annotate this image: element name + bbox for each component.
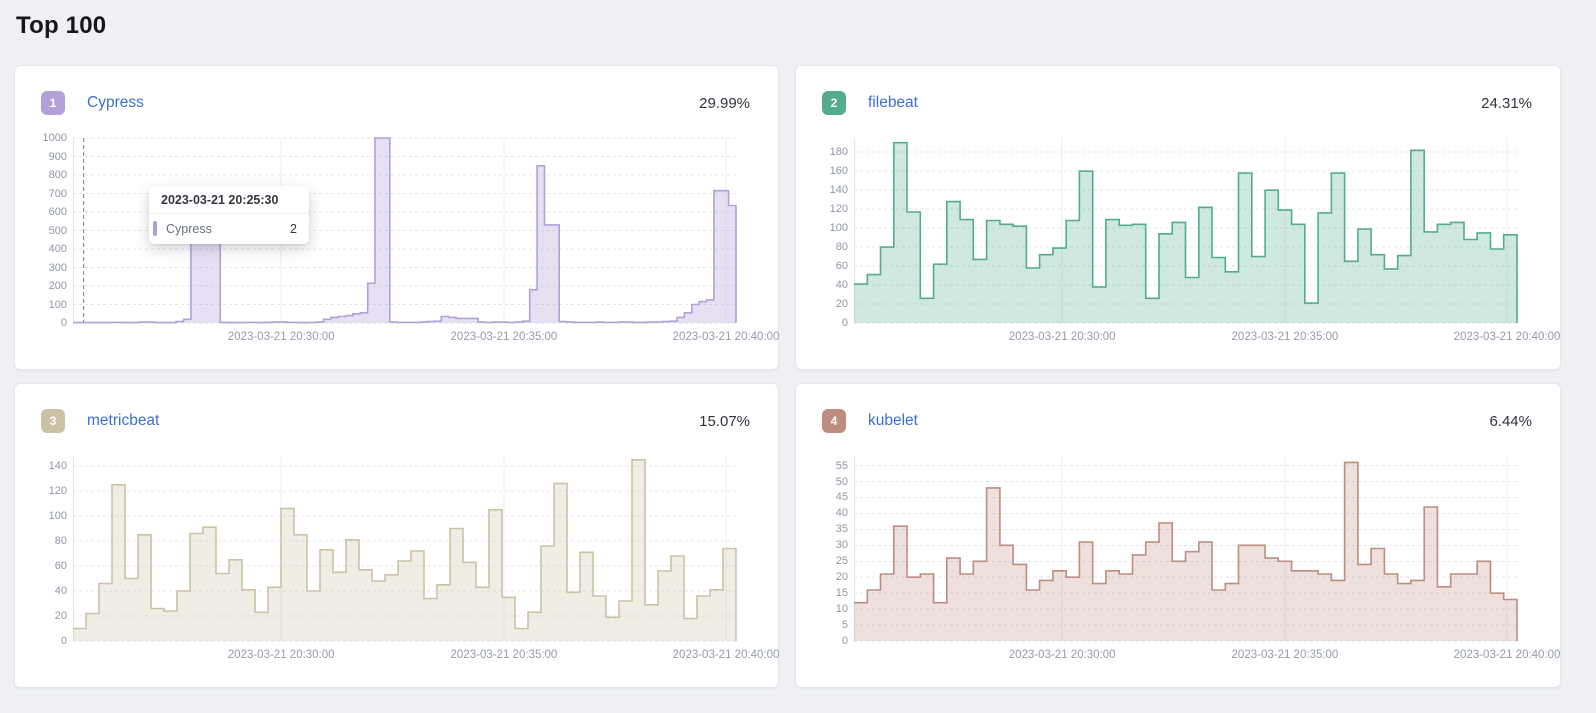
y-tick-label: 400	[48, 243, 67, 255]
y-tick-label: 35	[835, 523, 848, 536]
x-tick-label: 2023-03-21 20:35:00	[1231, 649, 1339, 661]
x-tick-label: 2023-03-21 20:40:00	[1453, 649, 1561, 661]
y-tick-label: 0	[841, 317, 848, 329]
x-tick-label: 2023-03-21 20:35:00	[450, 649, 558, 661]
percentage-value: 15.07%	[699, 412, 750, 430]
y-tick-label: 80	[54, 535, 67, 547]
tooltip-row: Cypress 2	[149, 214, 309, 244]
y-tick-label: 120	[48, 485, 67, 497]
page-title: Top 100	[16, 12, 107, 39]
y-tick-label: 10	[835, 603, 848, 616]
y-tick-label: 40	[835, 279, 848, 292]
series-link[interactable]: filebeat	[868, 94, 918, 111]
x-tick-label: 2023-03-21 20:40:00	[672, 649, 780, 661]
y-tick-label: 20	[54, 610, 67, 622]
rank-badge: 4	[822, 409, 846, 433]
chart-canvas[interactable]	[854, 456, 1518, 642]
series-link[interactable]: kubelet	[868, 412, 918, 429]
y-tick-label: 800	[48, 169, 67, 181]
percentage-value: 29.99%	[699, 94, 750, 112]
y-tick-label: 300	[48, 261, 67, 274]
y-tick-label: 20	[835, 571, 848, 584]
percentage-value: 24.31%	[1481, 94, 1532, 112]
y-tick-label: 20	[835, 298, 848, 311]
y-tick-label: 140	[48, 460, 67, 472]
chart-area[interactable]: 0 20 40 60 80 100 120 140 160 180 2023-03-21 20:3…	[796, 138, 1561, 350]
y-tick-label: 50	[835, 475, 848, 488]
y-tick-label: 80	[835, 241, 848, 254]
chart-card-metricbeat: 3 metricbeat 15.07% 0 20 40 60 80 100 120 140 2…	[14, 383, 779, 688]
y-tick-label: 0	[60, 317, 67, 329]
tooltip-divider	[149, 213, 309, 214]
y-axis: 0 100 200 300 400 500 600 700 800 900 1000	[15, 132, 73, 329]
y-axis: 0 20 40 60 80 100 120 140	[15, 456, 73, 647]
card-header: 3 metricbeat 15.07%	[15, 384, 778, 433]
y-tick-label: 700	[48, 187, 67, 200]
chart-card-cypress: 1 Cypress 29.99% 0 100 200 300 400 500 600 700 8…	[14, 65, 779, 370]
y-tick-label: 60	[835, 260, 848, 273]
chart-area[interactable]: 0 20 40 60 80 100 120 140 2023-03-21 20:30:00 20…	[15, 456, 780, 668]
y-tick-label: 100	[48, 510, 67, 522]
y-tick-label: 25	[835, 555, 848, 568]
x-axis: 2023-03-21 20:30:00 2023-03-21 20:35:00 20…	[73, 649, 780, 665]
y-tick-label: 500	[48, 224, 67, 237]
y-tick-label: 100	[48, 298, 67, 311]
y-tick-label: 40	[54, 585, 67, 597]
y-tick-label: 600	[48, 206, 67, 218]
chart-card-kubelet: 4 kubelet 6.44% 0 5 10 15 20 25 30 35 40 45 50 55 2…	[795, 383, 1561, 688]
x-tick-label: 2023-03-21 20:35:00	[450, 331, 558, 343]
x-tick-label: 2023-03-21 20:35:00	[1231, 331, 1339, 343]
series-link[interactable]: metricbeat	[87, 412, 160, 429]
y-tick-label: 60	[54, 560, 67, 572]
tooltip: 2023-03-21 20:25:30 Cypress 2	[149, 186, 309, 244]
series-link[interactable]: Cypress	[87, 94, 144, 111]
x-tick-label: 2023-03-21 20:30:00	[227, 649, 335, 661]
x-tick-label: 2023-03-21 20:40:00	[1453, 331, 1561, 343]
tooltip-timestamp: 2023-03-21 20:25:30	[161, 193, 279, 207]
chart-area[interactable]: 0 100 200 300 400 500 600 700 800 900 1000 2023-03…	[15, 132, 780, 350]
y-tick-label: 0	[60, 635, 67, 647]
x-axis: 2023-03-21 20:30:00 2023-03-21 20:35:00 20…	[854, 331, 1561, 347]
y-axis: 0 5 10 15 20 25 30 35 40 45 50 55	[796, 456, 854, 647]
tooltip-series-name: Cypress	[166, 221, 212, 236]
rank-badge: 3	[41, 409, 65, 433]
x-tick-label: 2023-03-21 20:30:00	[1008, 331, 1116, 343]
percentage-value: 6.44%	[1489, 412, 1532, 430]
card-header: 2 filebeat 24.31%	[796, 66, 1560, 115]
y-tick-label: 900	[48, 150, 67, 163]
chart-canvas[interactable]	[73, 456, 737, 642]
card-header: 1 Cypress 29.99%	[15, 66, 778, 115]
chart-canvas[interactable]	[854, 138, 1518, 324]
y-tick-label: 5	[841, 619, 848, 632]
x-tick-label: 2023-03-21 20:30:00	[227, 331, 335, 343]
cards-grid: 1 Cypress 29.99% 0 100 200 300 400 500 600 700 8…	[14, 65, 1561, 688]
x-axis: 2023-03-21 20:30:00 2023-03-21 20:35:00 20…	[854, 649, 1561, 665]
y-tick-label: 160	[829, 165, 848, 178]
y-tick-label: 180	[829, 146, 848, 159]
y-tick-label: 40	[835, 507, 848, 520]
y-tick-label: 30	[835, 539, 848, 552]
rank-badge: 1	[41, 91, 65, 115]
y-tick-label: 100	[829, 222, 848, 235]
y-tick-label: 1000	[42, 132, 67, 144]
card-header: 4 kubelet 6.44%	[796, 384, 1560, 433]
y-tick-label: 200	[48, 280, 67, 292]
chart-card-filebeat: 2 filebeat 24.31% 0 20 40 60 80 100 120 140 160 1…	[795, 65, 1561, 370]
chart-area[interactable]: 0 5 10 15 20 25 30 35 40 45 50 55 2023-03-21 20:30:…	[796, 456, 1561, 668]
y-tick-label: 55	[835, 459, 848, 472]
y-tick-label: 45	[835, 491, 848, 504]
y-tick-label: 140	[829, 184, 848, 197]
y-tick-label: 0	[841, 635, 848, 647]
y-tick-label: 15	[835, 587, 848, 600]
x-tick-label: 2023-03-21 20:30:00	[1008, 649, 1116, 661]
rank-badge: 2	[822, 91, 846, 115]
tooltip-series-value: 2	[290, 221, 297, 236]
series-color-marker	[153, 221, 157, 236]
y-axis: 0 20 40 60 80 100 120 140 160 180	[796, 138, 854, 329]
x-axis: 2023-03-21 20:30:00 2023-03-21 20:35:00 20…	[73, 331, 780, 347]
y-tick-label: 120	[829, 203, 848, 216]
x-tick-label: 2023-03-21 20:40:00	[672, 331, 780, 343]
